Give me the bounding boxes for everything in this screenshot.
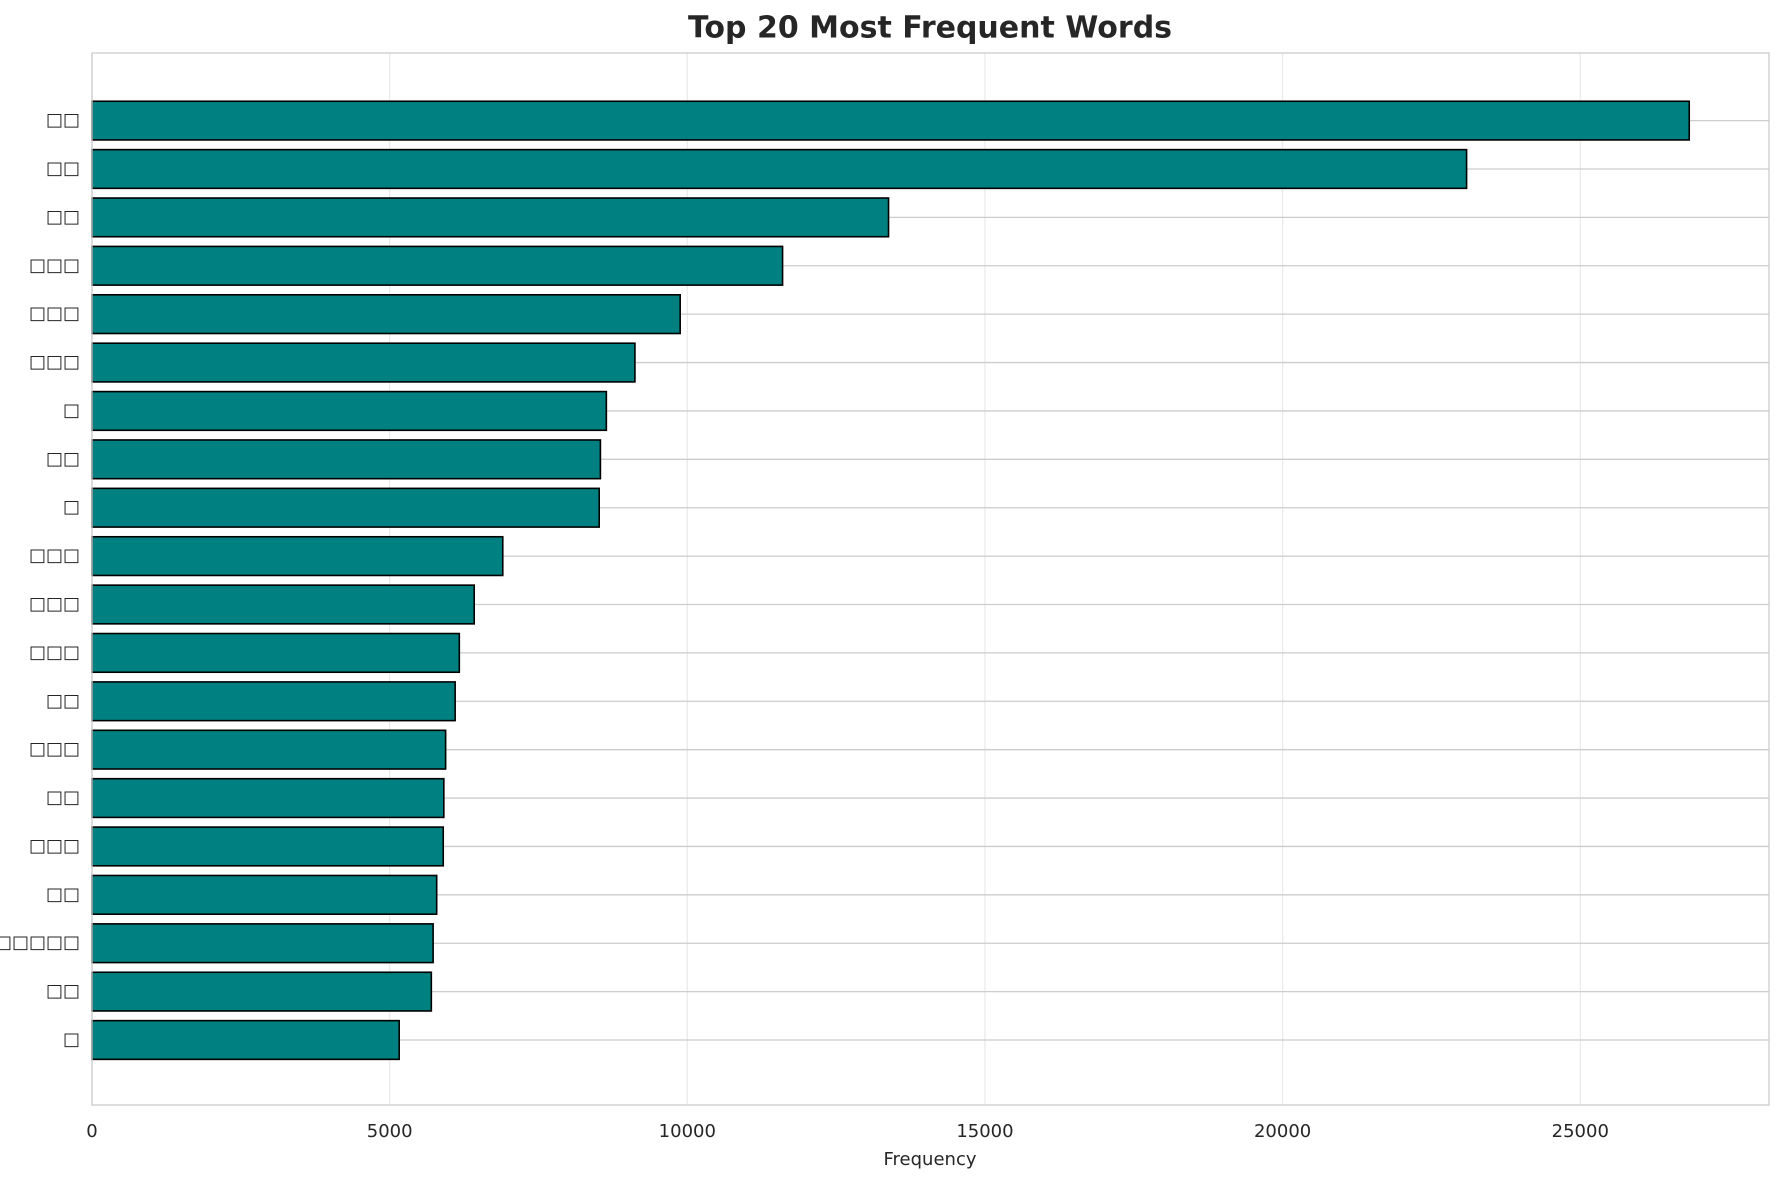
y-tick-label: □ xyxy=(63,400,80,421)
bar xyxy=(91,245,784,286)
bar xyxy=(91,874,438,915)
y-tick-label: □□□ xyxy=(29,303,80,324)
x-tick-label: 25000 xyxy=(1552,1121,1609,1142)
bar xyxy=(91,487,601,528)
y-tick-label: □□ xyxy=(46,158,80,179)
bar xyxy=(91,971,433,1012)
y-tick-label: □ xyxy=(63,497,80,518)
y-tick-label: □□□ xyxy=(29,352,80,373)
bar xyxy=(91,100,1691,141)
x-tick-label: 5000 xyxy=(367,1121,413,1142)
bar xyxy=(91,681,456,722)
x-tick-label: 10000 xyxy=(659,1121,716,1142)
y-tick-label: □□ xyxy=(46,981,80,1002)
y-tick-label: □□ xyxy=(46,206,80,227)
y-tick-label: □□ xyxy=(46,110,80,131)
y-tick-label: □□□ xyxy=(29,593,80,614)
chart-title: Top 20 Most Frequent Words xyxy=(688,11,1172,46)
bar xyxy=(91,294,681,335)
bar xyxy=(91,1019,400,1061)
y-tick-label: □□□ xyxy=(29,739,80,760)
bar xyxy=(91,826,445,867)
bar xyxy=(91,777,445,819)
y-tick-label: □□□□□ xyxy=(0,932,80,953)
bar xyxy=(91,584,475,625)
x-tick-label: 20000 xyxy=(1254,1121,1311,1142)
y-tick-label: □□□ xyxy=(29,545,80,566)
x-tick-label: 15000 xyxy=(956,1121,1013,1142)
y-tick-label: □□ xyxy=(46,690,80,711)
y-tick-label: □□□ xyxy=(29,642,80,663)
bar xyxy=(91,923,434,964)
bar xyxy=(91,148,1468,190)
y-tick-label: □□ xyxy=(46,884,80,905)
bar xyxy=(91,197,890,238)
bar xyxy=(91,632,461,674)
bar xyxy=(91,535,504,577)
y-tick-label: □ xyxy=(63,1029,80,1050)
y-tick-label: □□□ xyxy=(29,255,80,276)
plot-frame xyxy=(91,52,1770,1106)
y-tick-label: □□ xyxy=(46,787,80,808)
x-axis-label: Frequency xyxy=(884,1149,977,1170)
y-tick-label: □□ xyxy=(46,448,80,469)
bar xyxy=(91,729,447,770)
bar xyxy=(91,390,608,432)
bar xyxy=(91,342,636,383)
bar xyxy=(91,439,602,480)
x-tick-label: 0 xyxy=(86,1121,97,1142)
y-tick-label: □□□ xyxy=(29,835,80,856)
